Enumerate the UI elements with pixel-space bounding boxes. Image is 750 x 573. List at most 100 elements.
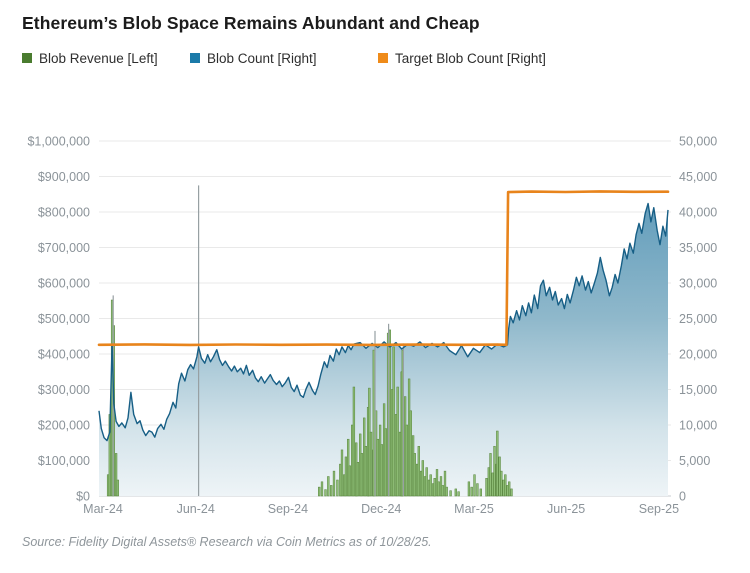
blob-revenue-bar <box>445 486 448 497</box>
blob-revenue-bar <box>413 453 416 497</box>
blob-revenue-bar <box>489 453 492 497</box>
blob-revenue-bar <box>352 386 356 497</box>
blob-revenue-bar <box>429 474 432 497</box>
blob-revenue-bar <box>405 424 408 497</box>
y-axis-left-tick-label: $900,000 <box>38 170 90 184</box>
blob-revenue-bar <box>454 488 457 497</box>
chart-legend: Blob Revenue [Left] Blob Count [Right] Tar… <box>0 50 750 68</box>
legend-swatch <box>190 53 200 63</box>
blob-revenue-bar <box>508 481 511 497</box>
blob-revenue-bar <box>336 479 339 497</box>
legend-label: Blob Revenue [Left] <box>39 50 158 66</box>
blob-revenue-bar <box>467 481 471 497</box>
y-axis-right-tick-label: 50,000 <box>679 135 717 149</box>
blob-revenue-spike-bar <box>402 343 404 496</box>
blob-revenue-bar <box>510 488 513 497</box>
y-axis-right-tick-label: 45,000 <box>679 170 717 184</box>
x-axis-tick-label: Sep-25 <box>639 502 679 516</box>
x-axis-tick-label: Mar-25 <box>454 502 494 516</box>
blob-revenue-bar <box>473 474 476 497</box>
blob-revenue-bar <box>493 446 496 497</box>
legend-item-0: Blob Revenue [Left] <box>22 50 158 66</box>
x-axis-tick-label: Mar-24 <box>83 502 123 516</box>
y-axis-right-tick-label: 25,000 <box>679 312 717 326</box>
blob-revenue-bar <box>470 486 473 497</box>
blob-revenue-bar <box>344 456 348 497</box>
y-axis-left-tick-label: $100,000 <box>38 454 90 468</box>
target-blob-count-line <box>97 190 670 347</box>
x-axis-tick-label: Sep-24 <box>268 502 308 516</box>
blob-revenue-bar <box>376 438 379 497</box>
source-note: Source: Fidelity Digital Assets® Researc… <box>22 535 432 549</box>
y-axis-left-tick-label: $500,000 <box>38 312 90 326</box>
blob-revenue-bar <box>360 453 364 497</box>
legend-label: Target Blob Count [Right] <box>395 50 546 66</box>
y-axis-left-tick-label: $600,000 <box>38 277 90 291</box>
blob-count-area <box>99 203 668 496</box>
blob-revenue-bar <box>369 431 373 497</box>
blob-revenue-spike-bar <box>198 185 200 496</box>
blob-revenue-bar <box>421 460 424 497</box>
y-axis-left-tick-label: $800,000 <box>38 206 90 220</box>
blob-revenue-bar <box>500 470 503 497</box>
blob-revenue-spike-bar <box>374 330 376 496</box>
blob-revenue-bar <box>425 467 428 497</box>
y-axis-left-tick-label: $1,000,000 <box>27 135 90 149</box>
blob-revenue-bar <box>443 470 447 497</box>
blob-revenue-bar <box>479 488 482 497</box>
y-axis-right-tick-label: 20,000 <box>679 348 717 362</box>
blob-revenue-bar <box>332 470 336 497</box>
blob-count-line <box>98 202 669 442</box>
blob-revenue-bar <box>491 472 494 497</box>
legend-swatch <box>378 53 388 63</box>
chart-title: Ethereum’s Blob Space Remains Abundant a… <box>22 13 480 33</box>
y-axis-left-tick-label: $200,000 <box>38 419 90 433</box>
blob-revenue-bar <box>417 446 420 497</box>
blob-revenue-bar <box>364 446 368 497</box>
blob-revenue-bar <box>327 476 330 497</box>
legend-swatch <box>22 53 32 63</box>
y-axis-right-tick-label: 30,000 <box>679 277 717 291</box>
x-axis-tick-label: Dec-24 <box>361 502 401 516</box>
legend-label: Blob Count [Right] <box>207 50 317 66</box>
y-axis-right-tick-label: 15,000 <box>679 383 717 397</box>
y-axis-left-tick-label: $400,000 <box>38 348 90 362</box>
legend-item-1: Blob Count [Right] <box>190 50 317 66</box>
blob-revenue-spike-bar <box>388 323 390 496</box>
blob-revenue-bar <box>384 428 387 497</box>
y-axis-right-tick-label: 10,000 <box>679 419 717 433</box>
y-axis-right-tick-label: 5,000 <box>679 454 710 468</box>
y-axis-left-tick-label: $300,000 <box>38 383 90 397</box>
y-axis-right-tick-label: 35,000 <box>679 241 717 255</box>
blob-revenue-bar <box>340 449 344 497</box>
blob-revenue-bar <box>380 444 383 497</box>
blob-revenue-bar <box>476 483 479 497</box>
blob-revenue-bar <box>114 453 118 497</box>
blob-revenue-bar <box>504 474 507 497</box>
blob-revenue-bar <box>457 491 460 497</box>
blob-revenue-bar <box>330 485 333 497</box>
blob-revenue-bar <box>409 410 412 497</box>
blob-revenue-bar <box>318 486 321 497</box>
blob-revenue-bar <box>449 490 452 497</box>
blob-revenue-bar <box>320 481 324 497</box>
legend-item-2: Target Blob Count [Right] <box>378 50 546 66</box>
x-axis-tick-label: Jun-25 <box>547 502 585 516</box>
y-axis-left-tick-label: $0 <box>76 490 90 504</box>
blob-revenue-bar <box>433 478 436 497</box>
blob-revenue-bar <box>437 481 440 497</box>
blob-revenue-bar <box>324 489 327 497</box>
blob-revenue-bar <box>356 462 360 497</box>
blob-revenue-bar <box>496 430 499 497</box>
blob-revenue-bar <box>485 478 488 497</box>
y-axis-left-tick-label: $700,000 <box>38 241 90 255</box>
blob-revenue-bar <box>348 465 352 497</box>
blob-revenue-bar <box>441 485 444 497</box>
x-axis-tick-label: Jun-24 <box>177 502 215 516</box>
blob-revenue-bar <box>116 479 119 497</box>
y-axis-right-tick-label: 0 <box>679 490 686 504</box>
blob-revenue-bar <box>392 346 395 497</box>
blob-revenue-bar <box>396 386 399 497</box>
y-axis-right-tick-label: 40,000 <box>679 206 717 220</box>
